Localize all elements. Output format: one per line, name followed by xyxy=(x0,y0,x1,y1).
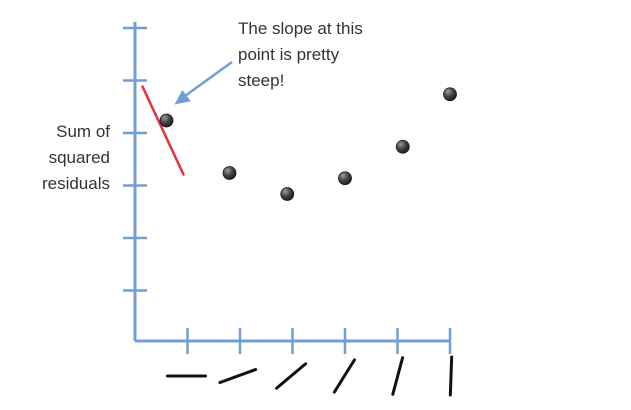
data-point-5 xyxy=(395,139,410,154)
data-point-1 xyxy=(159,113,174,128)
tangent-line xyxy=(141,85,185,176)
data-points xyxy=(159,87,457,201)
slope-symbol-4 xyxy=(332,358,356,394)
annotation-line-3: steep! xyxy=(238,71,284,90)
slope-symbol-3 xyxy=(275,362,308,390)
annotation-line-2: point is pretty xyxy=(238,45,340,64)
slope-symbol-6 xyxy=(448,355,454,397)
slope-symbols xyxy=(166,355,454,397)
data-point-6 xyxy=(443,87,457,102)
tangent-line-group xyxy=(141,85,185,176)
slope-symbol-5 xyxy=(391,356,405,396)
annotation-line-1: The slope at this xyxy=(238,19,363,38)
data-point-3 xyxy=(280,187,295,201)
y-axis-label-line-1: Sum of xyxy=(56,122,110,141)
data-point-4 xyxy=(338,171,352,186)
y-axis-label-line-3: residuals xyxy=(42,174,110,193)
annotation-arrow-group xyxy=(174,60,233,105)
annotation-arrow-shaft xyxy=(180,60,233,100)
annotation-arrow-head xyxy=(174,89,191,105)
y-axis-label-line-2: squared xyxy=(49,148,110,167)
data-point-2 xyxy=(222,166,237,180)
slope-symbol-2 xyxy=(218,368,258,384)
axes xyxy=(123,22,452,354)
